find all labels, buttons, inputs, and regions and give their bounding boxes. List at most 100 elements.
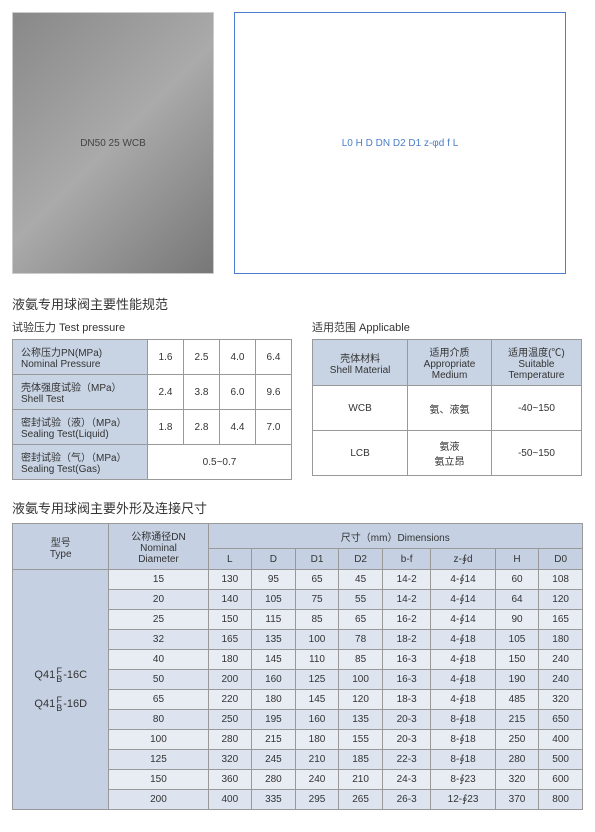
table-row-header: 密封试验（气）（MPa） Sealing Test(Gas) — [13, 445, 148, 480]
table-cell: 265 — [339, 790, 383, 810]
table-cell: 150 — [109, 770, 208, 790]
table-cell: 4-∮18 — [431, 630, 495, 650]
table-cell: 125 — [295, 670, 339, 690]
table-cell: 60 — [495, 570, 539, 590]
col-header-type: 型号 Type — [13, 524, 109, 570]
test-pressure-table: 公称压力PN(MPa) Nominal Pressure1.62.54.06.4… — [12, 339, 292, 480]
table-cell: 130 — [208, 570, 252, 590]
table-cell: 18-3 — [382, 690, 430, 710]
table-cell: 800 — [539, 790, 583, 810]
table-cell: 145 — [295, 690, 339, 710]
table-cell: 240 — [539, 670, 583, 690]
table-cell: 65 — [339, 610, 383, 630]
table-cell: 18-2 — [382, 630, 430, 650]
table-cell: 120 — [539, 590, 583, 610]
table-cell: 125 — [109, 750, 208, 770]
table-cell: 4.0 — [220, 340, 256, 375]
table-cell: 4-∮14 — [431, 610, 495, 630]
table-row-header: 密封试验（液）（MPa） Sealing Test(Liquid) — [13, 410, 148, 445]
section2-title: 液氨专用球阀主要外形及连接尺寸 — [12, 498, 583, 517]
table-cell: 485 — [495, 690, 539, 710]
section1-title: 液氨专用球阀主要性能规范 — [12, 294, 583, 313]
table-cell: 4.4 — [220, 410, 256, 445]
table-cell: 2.4 — [148, 375, 184, 410]
table-cell: 20-3 — [382, 710, 430, 730]
table-cell: -50~150 — [491, 431, 581, 476]
tables-row: 试验压力 Test pressure 公称压力PN(MPa) Nominal P… — [12, 319, 583, 480]
table-cell: 280 — [495, 750, 539, 770]
table-cell: 1.8 — [148, 410, 184, 445]
table-cell: 8-∮23 — [431, 770, 495, 790]
table-cell: 160 — [295, 710, 339, 730]
valve-diagram: L0 H D DN D2 D1 z-φd f L — [234, 12, 566, 274]
table-cell: 32 — [109, 630, 208, 650]
table-cell: 215 — [252, 730, 296, 750]
table-cell: 360 — [208, 770, 252, 790]
table-cell: LCB — [313, 431, 408, 476]
table-cell: 250 — [208, 710, 252, 730]
table-cell: 85 — [295, 610, 339, 630]
table-cell: 105 — [495, 630, 539, 650]
table-cell: 150 — [495, 650, 539, 670]
table1-caption: 试验压力 Test pressure — [12, 319, 292, 335]
table-cell: 16-3 — [382, 670, 430, 690]
table-cell: 115 — [252, 610, 296, 630]
table-cell: 320 — [539, 690, 583, 710]
table-cell: 110 — [295, 650, 339, 670]
table-cell: 295 — [295, 790, 339, 810]
table-col-header: 壳体材料 Shell Material — [313, 340, 408, 386]
table-cell: 85 — [339, 650, 383, 670]
table-cell: 320 — [208, 750, 252, 770]
table-cell: 14-2 — [382, 570, 430, 590]
table-cell: 105 — [252, 590, 296, 610]
table-cell: 6.4 — [256, 340, 292, 375]
col-header: D0 — [539, 549, 583, 570]
table-cell: 14-2 — [382, 590, 430, 610]
table2-wrap: 适用范围 Applicable 壳体材料 Shell Material适用介质 … — [312, 319, 582, 480]
table-cell: 65 — [109, 690, 208, 710]
table-cell: 500 — [539, 750, 583, 770]
table-cell: 25 — [109, 610, 208, 630]
table-cell: 40 — [109, 650, 208, 670]
table-cell: 75 — [295, 590, 339, 610]
table-cell: 165 — [539, 610, 583, 630]
table2-caption: 适用范围 Applicable — [312, 319, 582, 335]
table-cell: 氨液 氨立昂 — [408, 431, 492, 476]
table-col-header: 适用温度(℃) Suitable Temperature — [491, 340, 581, 386]
col-header: L — [208, 549, 252, 570]
table-cell: 250 — [495, 730, 539, 750]
table-cell: WCB — [313, 386, 408, 431]
table-cell: 64 — [495, 590, 539, 610]
table-cell: 220 — [208, 690, 252, 710]
table-cell: -40~150 — [491, 386, 581, 431]
photo-label: DN50 25 WCB — [80, 138, 146, 149]
valve-photo: DN50 25 WCB — [12, 12, 214, 274]
table-cell: 400 — [539, 730, 583, 750]
table-cell: 22-3 — [382, 750, 430, 770]
table-cell: 400 — [208, 790, 252, 810]
table-row-header: 壳体强度试验（MPa） Shell Test — [13, 375, 148, 410]
table-cell: 180 — [208, 650, 252, 670]
table-cell: 8-∮18 — [431, 750, 495, 770]
image-row: DN50 25 WCB L0 H D DN D2 D1 z-φd f L — [12, 12, 583, 274]
table-cell: 55 — [339, 590, 383, 610]
table-cell: 100 — [295, 630, 339, 650]
table-cell: 6.0 — [220, 375, 256, 410]
table-cell: 210 — [339, 770, 383, 790]
table-cell: 280 — [208, 730, 252, 750]
table-cell: 210 — [295, 750, 339, 770]
table-cell: 65 — [295, 570, 339, 590]
type-cell: Q41FB-16CQ41FB-16D — [13, 570, 109, 810]
table-cell: 2.8 — [184, 410, 220, 445]
table-cell: 185 — [339, 750, 383, 770]
col-header: D — [252, 549, 296, 570]
table-cell: 140 — [208, 590, 252, 610]
col-header-dn: 公称通径DN Nominal Diameter — [109, 524, 208, 570]
table-cell: 80 — [109, 710, 208, 730]
table-cell: 165 — [208, 630, 252, 650]
table-cell: 150 — [208, 610, 252, 630]
table-cell: 120 — [339, 690, 383, 710]
table-cell: 50 — [109, 670, 208, 690]
table-cell: 4-∮14 — [431, 570, 495, 590]
table-cell: 1.6 — [148, 340, 184, 375]
